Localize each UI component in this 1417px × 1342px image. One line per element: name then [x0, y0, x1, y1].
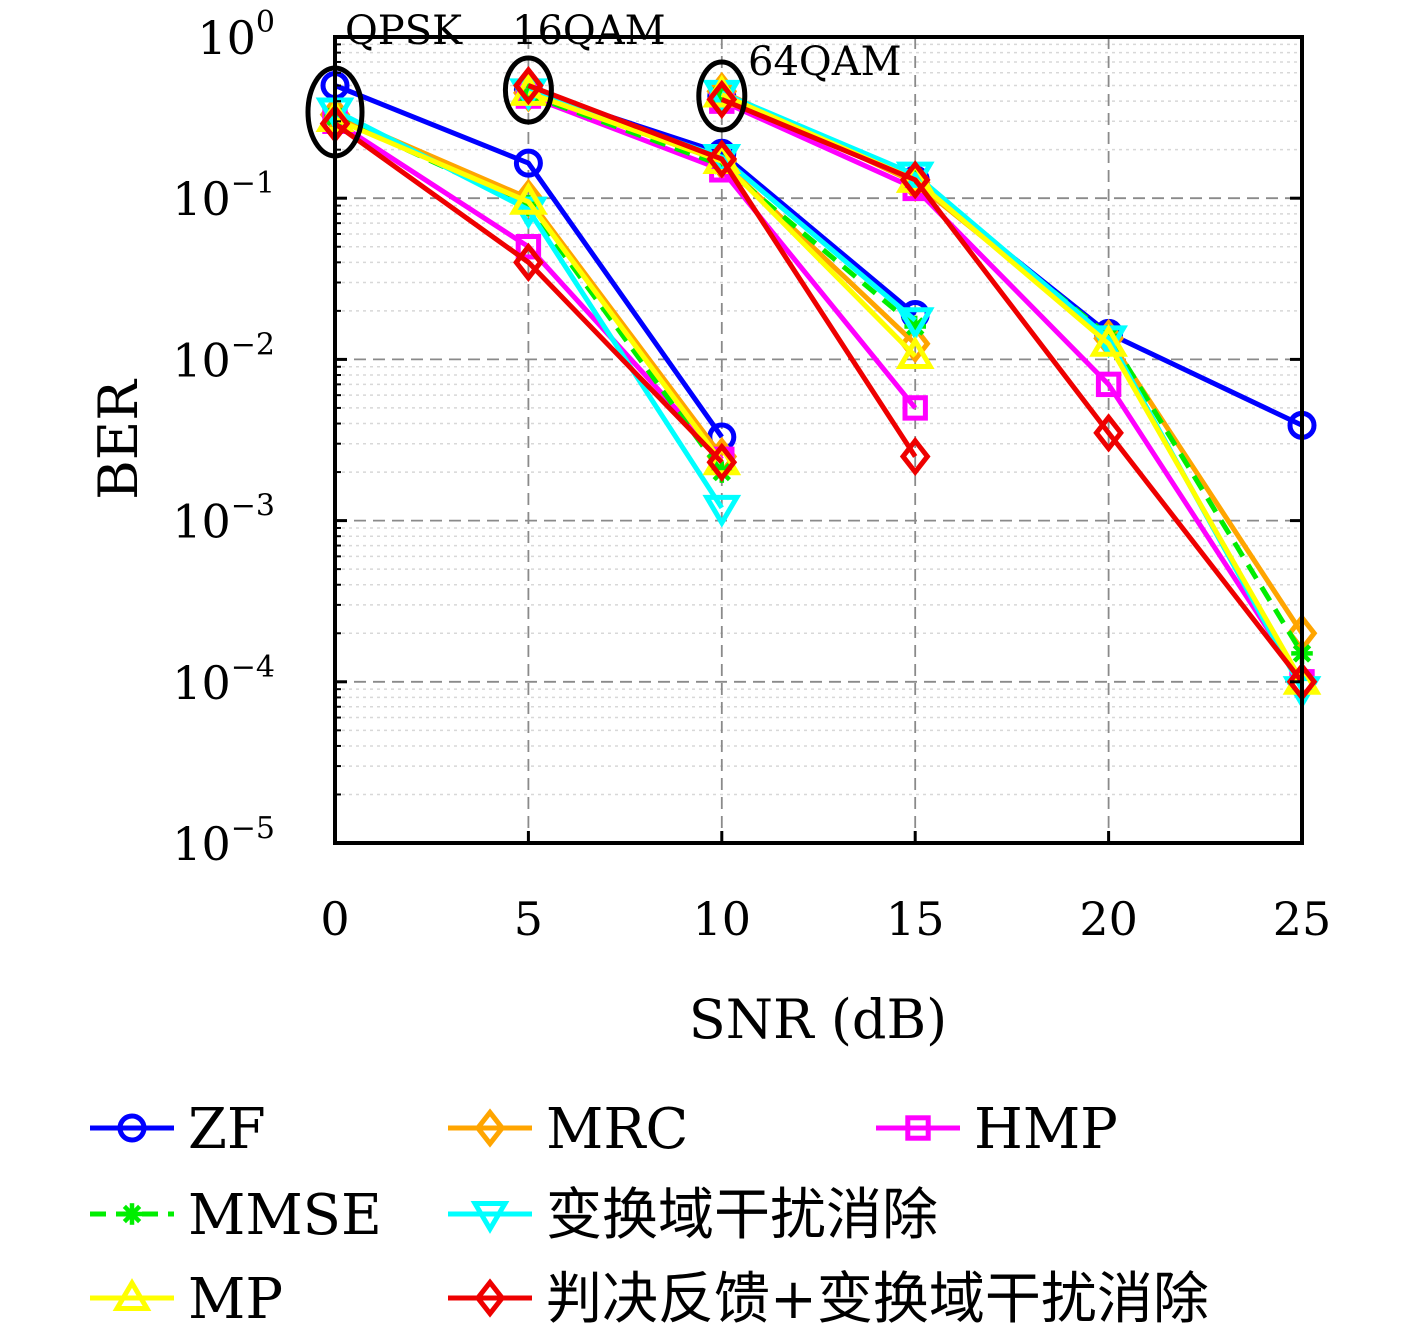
data-point — [702, 494, 742, 528]
x-tick-label: 25 — [1273, 892, 1332, 946]
x-axis-label: SNR (dB) — [689, 988, 947, 1051]
legend-label: 判决反馈+变换域干扰消除 — [546, 1267, 1209, 1332]
annotation-label: 16QAM — [512, 8, 666, 54]
x-tick-label: 20 — [1079, 892, 1138, 946]
data-point — [1095, 371, 1122, 398]
legend-label: 变换域干扰消除 — [546, 1183, 938, 1248]
y-tick-label: 10−4 — [172, 650, 275, 710]
y-tick-label: 10−2 — [172, 327, 275, 387]
legend-label: MMSE — [188, 1183, 382, 1248]
legend-marker — [112, 1278, 152, 1311]
data-point — [513, 148, 543, 178]
legend-label: ZF — [188, 1097, 266, 1162]
annotation-label: 64QAM — [748, 39, 902, 85]
grid — [335, 37, 1302, 843]
series-line — [334, 83, 724, 439]
series-line — [720, 98, 1305, 684]
data-point — [515, 234, 542, 260]
legend-item: HMP — [876, 1097, 1118, 1162]
y-axis-label: BER — [87, 379, 150, 500]
data-point — [1089, 323, 1128, 357]
legend-item: MMSE — [90, 1183, 382, 1248]
data-point — [902, 395, 928, 421]
legend-marker — [474, 1278, 506, 1318]
legend-item: 变换域干扰消除 — [448, 1183, 938, 1248]
ticks: 0 5 10 15 20 25 100 10−1 10−2 10−3 10−4 10−5 — [172, 5, 1331, 946]
series-7 — [319, 65, 1318, 702]
y-tick-label: 10−5 — [172, 811, 275, 871]
data-point — [895, 336, 935, 369]
legend-item: 判决反馈+变换域干扰消除 — [448, 1267, 1209, 1332]
series-line — [333, 108, 724, 510]
data-point — [509, 181, 548, 215]
series-line — [333, 121, 724, 465]
data-point — [706, 79, 738, 120]
series-line — [334, 116, 724, 464]
y-tick-label: 100 — [197, 5, 275, 65]
data-point — [895, 307, 935, 341]
legend-item: ZF — [90, 1097, 266, 1162]
data-point — [513, 242, 544, 283]
plot-frame — [333, 35, 1304, 845]
data-point — [706, 442, 738, 482]
y-tick-label: 10−3 — [172, 489, 275, 549]
series-layer — [315, 65, 1322, 710]
x-tick-label: 0 — [320, 892, 349, 946]
legend-item: MRC — [448, 1097, 688, 1162]
x-tick-label: 10 — [693, 892, 752, 946]
data-point — [899, 160, 931, 200]
legend-label: HMP — [974, 1097, 1118, 1162]
legend-marker — [117, 1113, 147, 1143]
annotation-label: QPSK — [345, 8, 463, 54]
series-line — [720, 97, 1304, 684]
x-tick-label: 15 — [886, 892, 945, 946]
group-ellipse — [502, 55, 554, 125]
legend-marker — [470, 1201, 510, 1234]
y-tick-label: 10−1 — [172, 166, 275, 226]
marker-asterisk-stroke — [905, 317, 925, 336]
legend-item: MP — [90, 1267, 283, 1332]
x-tick-label: 5 — [514, 892, 543, 946]
series-line — [527, 92, 917, 329]
legend-marker — [121, 1203, 143, 1225]
legend-label: MP — [188, 1267, 283, 1332]
series-line — [527, 83, 918, 458]
data-point — [1093, 413, 1124, 453]
legend: ZF MRC HMP MMSE 变换域干扰消除 MP 判决反馈+变换域干扰消除 — [90, 1097, 1209, 1332]
legend-marker — [474, 1108, 506, 1148]
group-ellipse — [696, 59, 748, 133]
data-point — [513, 65, 544, 106]
legend-marker — [905, 1115, 931, 1141]
data-point — [899, 324, 931, 364]
legend-label: MRC — [546, 1097, 688, 1162]
marker-asterisk-stroke — [122, 1204, 142, 1224]
data-point — [706, 139, 738, 179]
data-point — [899, 436, 931, 477]
